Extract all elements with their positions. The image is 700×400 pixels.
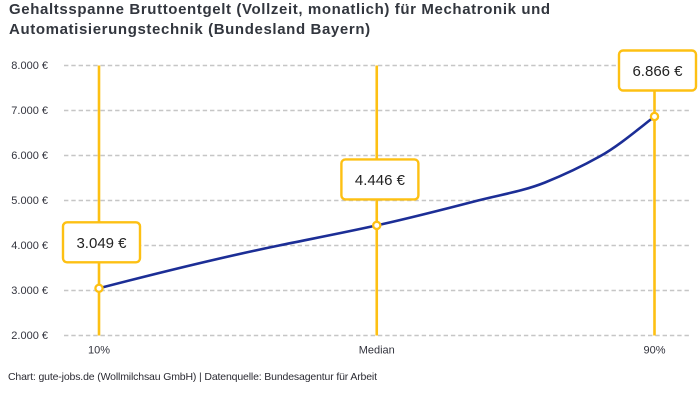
svg-text:4.446 €: 4.446 € [355, 172, 406, 189]
svg-text:3.000 €: 3.000 € [11, 285, 48, 297]
svg-text:5.000 €: 5.000 € [11, 195, 48, 207]
svg-text:8.000 €: 8.000 € [11, 60, 48, 72]
svg-text:7.000 €: 7.000 € [11, 105, 48, 117]
svg-text:6.866 €: 6.866 € [632, 63, 683, 80]
svg-text:10%: 10% [88, 345, 110, 357]
svg-text:Median: Median [359, 345, 395, 357]
svg-text:3.049 €: 3.049 € [76, 235, 127, 252]
svg-text:90%: 90% [643, 345, 665, 357]
svg-text:2.000 €: 2.000 € [11, 330, 48, 342]
svg-text:6.000 €: 6.000 € [11, 150, 48, 162]
svg-text:4.000 €: 4.000 € [11, 240, 48, 252]
